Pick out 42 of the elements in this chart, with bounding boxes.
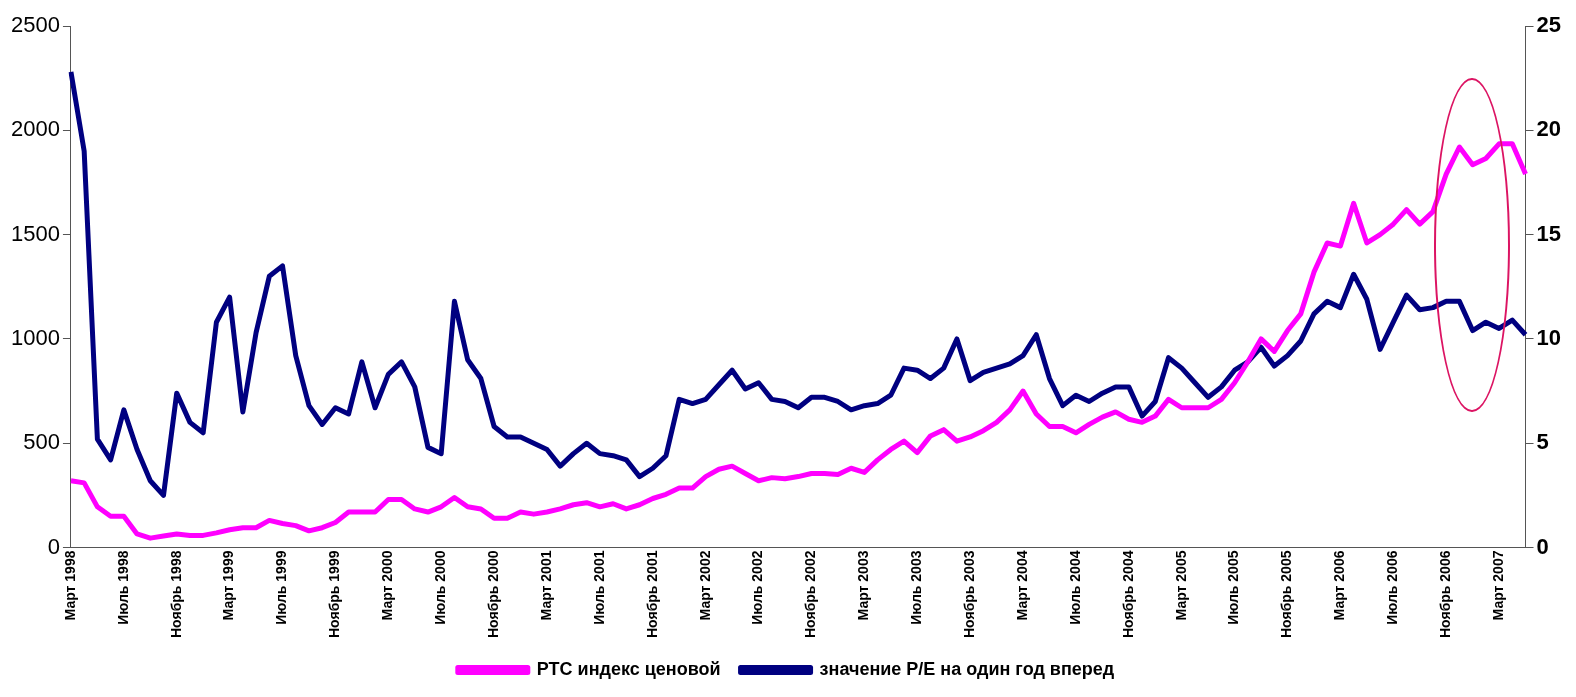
y-tick-label: 500: [23, 429, 60, 455]
x-tick-label: Март 2005: [1172, 550, 1189, 621]
x-tick-label: Ноябрь 2002: [802, 550, 819, 639]
y-tick-label: 1500: [10, 220, 60, 246]
x-tick-label: Март 2001: [537, 550, 554, 621]
legend-label: РТС индекс ценовой: [536, 658, 721, 679]
x-tick-label: Ноябрь 2005: [1278, 550, 1295, 639]
x-tick-label: Март 2000: [379, 550, 396, 621]
x-tick-label: Ноябрь 1998: [167, 550, 184, 639]
y-tick-label: 2000: [10, 116, 60, 142]
x-tick-label: Июль 2005: [1225, 550, 1242, 625]
x-tick-label: Март 1999: [220, 550, 237, 621]
y2-tick-label: 15: [1536, 220, 1562, 246]
x-tick-label: Март 2002: [696, 550, 713, 621]
legend-label: значение P/E на один год вперед: [819, 658, 1115, 679]
x-tick-label: Март 2004: [1013, 550, 1030, 621]
y-tick-label: 2500: [10, 12, 60, 38]
y-tick-label: 0: [47, 533, 60, 559]
y2-tick-label: 20: [1536, 116, 1562, 142]
x-tick-label: Июль 1999: [273, 550, 290, 625]
x-tick-label: Март 2003: [855, 550, 872, 621]
x-tick-label: Март 2006: [1331, 550, 1348, 621]
x-tick-label: Ноябрь 2001: [643, 550, 660, 639]
x-tick-label: Июль 2004: [1066, 550, 1083, 625]
x-tick-label: Июль 2006: [1384, 550, 1401, 625]
x-tick-label: Июль 2003: [908, 550, 925, 625]
x-tick-label: Ноябрь 2004: [1119, 550, 1136, 639]
y2-tick-label: 25: [1536, 12, 1562, 38]
y-tick-label: 1000: [10, 324, 60, 350]
x-tick-label: Март 1998: [61, 550, 78, 621]
x-tick-label: Ноябрь 1999: [326, 550, 343, 639]
x-tick-label: Июль 2000: [432, 550, 449, 625]
y2-tick-label: 0: [1536, 533, 1549, 559]
x-tick-label: Июль 1998: [114, 550, 131, 625]
x-tick-label: Июль 2002: [749, 550, 766, 625]
x-tick-label: Ноябрь 2000: [484, 550, 501, 639]
x-tick-label: Ноябрь 2003: [961, 550, 977, 639]
x-tick-label: Июль 2001: [590, 550, 607, 625]
y2-tick-label: 5: [1536, 429, 1549, 455]
x-tick-label: Ноябрь 2006: [1437, 550, 1454, 639]
x-tick-label: Март 2007: [1489, 550, 1506, 621]
y2-tick-label: 10: [1536, 324, 1562, 350]
